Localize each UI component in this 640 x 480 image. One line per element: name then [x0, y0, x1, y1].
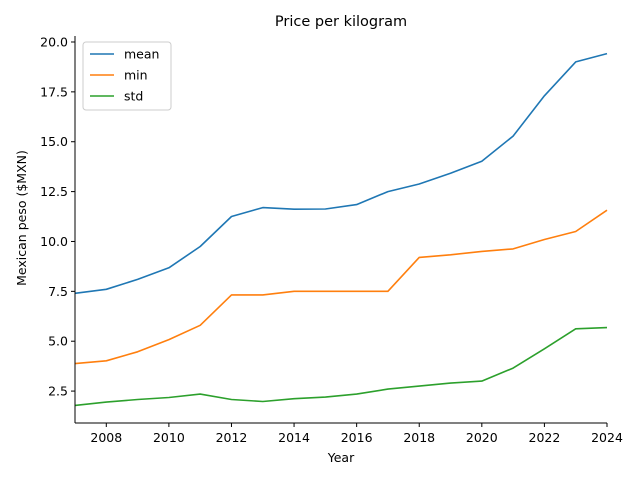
x-tick-label: 2016: [341, 430, 373, 445]
x-tick-label: 2018: [403, 430, 435, 445]
legend-label-min: min: [124, 68, 148, 83]
y-tick-label: 15.0: [40, 134, 68, 149]
y-axis-label: Mexican peso ($MXN): [14, 150, 29, 286]
y-tick-label: 12.5: [40, 184, 68, 199]
legend: mean min std: [82, 41, 172, 111]
chart-title: Price per kilogram: [275, 14, 407, 30]
legend-label-mean: mean: [124, 47, 159, 62]
x-axis-label: Year: [327, 450, 355, 465]
legend-box: [82, 41, 172, 111]
x-tick-label: 2024: [591, 430, 623, 445]
x-tick-label: 2014: [278, 430, 310, 445]
plot-area: 2008 2010 2012 2014 2016 2018 2020 2022 2024 2.5 5…: [40, 34, 623, 445]
y-tick-label: 2.5: [48, 384, 68, 399]
y-tick-label: 17.5: [40, 84, 68, 99]
y-tick-label: 10.0: [40, 234, 68, 249]
y-tick-label: 20.0: [40, 34, 68, 49]
y-tick-label: 7.5: [48, 284, 68, 299]
x-tick-label: 2008: [90, 430, 122, 445]
series-line-mean: [74, 52, 608, 295]
series-line-std: [74, 326, 608, 407]
series-line-min: [74, 209, 608, 365]
x-tick-label: 2012: [216, 430, 248, 445]
x-tick-label: 2010: [153, 430, 185, 445]
legend-label-std: std: [124, 89, 143, 104]
x-tick-label: 2022: [529, 430, 561, 445]
x-tick-label: 2020: [466, 430, 498, 445]
y-tick-label: 5.0: [48, 334, 68, 349]
